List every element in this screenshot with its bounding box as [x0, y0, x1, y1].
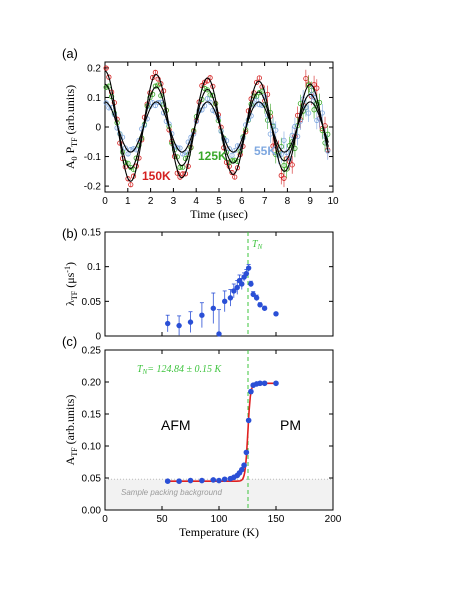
- panel-a-ytick-label: 0.1: [87, 93, 101, 104]
- atf-point: [176, 478, 182, 485]
- panel-c-ylabel: ATF (arb.units): [63, 395, 79, 466]
- lambda-point: [216, 331, 222, 337]
- atf-point: [261, 380, 268, 387]
- atf-point: [241, 462, 247, 469]
- panel-a-xtick-label: 0: [102, 196, 108, 207]
- panel-a-xtick-label: 9: [307, 196, 313, 207]
- panel-c-ytick-label: 0.10: [82, 442, 102, 453]
- panel-a-ytick-label: -0.2: [84, 182, 102, 193]
- lambda-point: [253, 295, 260, 301]
- series-55k-fit: [104, 101, 329, 153]
- lambda-point: [231, 288, 237, 294]
- label-55k: 55K: [254, 144, 276, 158]
- panel-a-xtick-label: 1: [125, 196, 131, 207]
- panel-a-ylabel: A0 PTF (arb.units): [63, 85, 79, 169]
- panel-c-xlabel: Temperature (K): [179, 525, 259, 539]
- panel-b-ytick-label: 0.05: [82, 297, 102, 308]
- panel-a-series: [103, 65, 331, 188]
- panel-c-ytick-label: 0.25: [82, 346, 102, 357]
- panel-label-b: (b): [62, 226, 78, 241]
- panel-a-ytick-label: 0.2: [87, 63, 101, 74]
- panel-b-ytick-label: 0.1: [87, 262, 101, 273]
- panel-b: 0.15 0.1 0.05 0 TN λTF (μs-1): [63, 228, 334, 343]
- panel-c-ytick-label: 0.05: [82, 474, 102, 485]
- lambda-point: [248, 281, 254, 287]
- atf-point: [239, 466, 245, 473]
- label-pm: PM: [280, 417, 301, 433]
- series-150k-points: [103, 65, 331, 188]
- panel-a-xtick-label: 8: [285, 196, 291, 207]
- panel-c-ytick-label: 0.20: [82, 378, 102, 389]
- panel-c-xtick-label: 50: [156, 514, 168, 525]
- panel-a-xlabel: Time (μsec): [190, 207, 248, 221]
- atf-point: [257, 380, 263, 387]
- panel-a-xtick-label: 4: [193, 196, 199, 207]
- lambda-point: [273, 311, 279, 317]
- panel-a-ytick-label: -0.1: [84, 152, 102, 163]
- panel-a-xtick-label: 10: [327, 196, 339, 207]
- lambda-point: [176, 322, 182, 329]
- panel-c-ytick-label: 0.15: [82, 410, 102, 421]
- panel-b-points: [165, 264, 279, 337]
- panel-c-xtick-label: 0: [102, 514, 108, 525]
- series-125k-fit: [104, 83, 329, 169]
- panel-a-ytick-label: 0: [95, 123, 101, 134]
- label-background: Sample packing background: [121, 488, 223, 497]
- atf-point: [216, 477, 222, 484]
- label-150k: 150K: [142, 169, 171, 183]
- lambda-point: [245, 265, 252, 271]
- lambda-point: [165, 320, 171, 327]
- lambda-point: [187, 319, 194, 325]
- panel-a-xtick-label: 7: [262, 196, 268, 207]
- lambda-point: [261, 305, 268, 311]
- panel-c-ytick-label: 0.00: [82, 506, 102, 517]
- atf-point: [221, 476, 228, 483]
- panel-a: 0 1 2 3 4 5 6 7 8 9 100.20.10-0.1-0.2 Time (μsec) …: [63, 61, 339, 221]
- lambda-point: [199, 312, 205, 318]
- lambda-point: [227, 295, 234, 301]
- label-125k: 125K: [198, 149, 227, 163]
- lambda-point: [234, 284, 240, 291]
- panel-c-background-band: [105, 479, 333, 510]
- atf-point: [245, 417, 252, 424]
- panel-a-xtick-label: 3: [171, 196, 177, 207]
- panel-c-points: [164, 380, 279, 485]
- atf-point: [164, 478, 171, 485]
- panel-c-xtick-label: 100: [211, 514, 228, 525]
- lambda-point: [239, 281, 245, 287]
- panel-b-tn-label: TN: [252, 239, 263, 251]
- lambda-point: [257, 302, 263, 308]
- atf-point: [187, 477, 194, 484]
- panel-a-xtick-label: 6: [239, 196, 245, 207]
- lambda-point: [243, 270, 250, 277]
- panel-c-xtick-label: 150: [268, 514, 285, 525]
- lambda-point: [250, 291, 256, 298]
- panel-c-tn-annotation: TN= 124.84 ± 0.15 K: [137, 364, 222, 376]
- label-afm: AFM: [161, 417, 191, 433]
- atf-point: [248, 388, 254, 395]
- panel-label-a: (a): [62, 46, 78, 61]
- lambda-point: [210, 305, 216, 311]
- panel-c-ticks: 0.25 0.20 0.15 0.10 0.05 0.000 50 100 150 200: [82, 346, 342, 526]
- atf-point: [199, 477, 205, 484]
- panel-b-ticks: 0.15 0.1 0.05 0: [82, 228, 334, 343]
- atf-point: [273, 380, 279, 387]
- panel-b-ytick-label: 0: [95, 332, 101, 343]
- panel-a-xtick-label: 5: [216, 196, 222, 207]
- panel-c: 0.25 0.20 0.15 0.10 0.05 0.000 50 100 150 200 TN=…: [63, 346, 342, 540]
- panel-label-c: (c): [62, 334, 77, 349]
- panel-b-ylabel: λTF (μs-1): [63, 262, 79, 306]
- panel-a-ticks: 0 1 2 3 4 5 6 7 8 9 10 0.2 0.1 0 -0.1 -0.2: [84, 62, 339, 207]
- atf-point: [243, 449, 250, 456]
- panel-c-xtick-label: 200: [325, 514, 342, 525]
- lambda-point: [222, 298, 228, 305]
- atf-point: [210, 477, 217, 483]
- panel-a-xtick-label: 2: [148, 196, 154, 207]
- panel-b-ytick-label: 0.15: [82, 228, 102, 239]
